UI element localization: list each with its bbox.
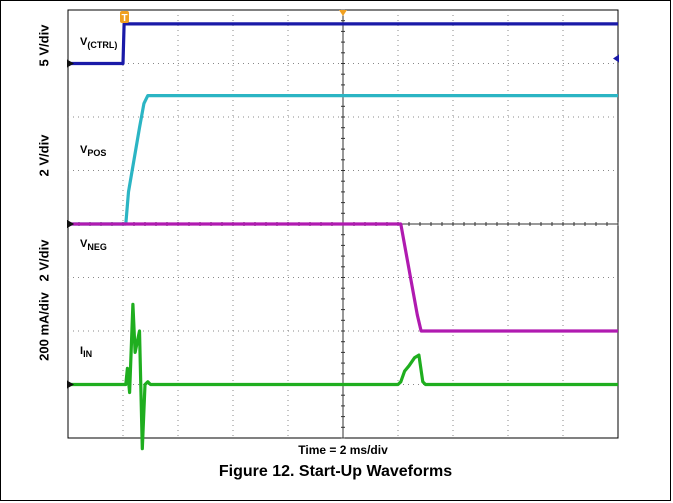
trace-label-pos: VPOS	[80, 144, 107, 158]
trace-label-neg: VNEG	[80, 238, 107, 252]
scale-label-pos: 2 V/div	[36, 134, 52, 177]
trigger-marker-label: T	[121, 13, 127, 24]
scope-markers: T	[67, 10, 619, 389]
trace-ctrl	[68, 22, 618, 66]
trigger-position-marker	[339, 10, 347, 16]
trace-label-ctrl: V(CTRL)	[80, 36, 118, 50]
timebase-label: Time = 2 ms/div	[298, 443, 388, 457]
figure-caption: Figure 12. Start-Up Waveforms	[218, 463, 453, 480]
trace-label-iin: IIN	[80, 345, 93, 359]
trace-iin	[68, 302, 618, 451]
ground-marker-neg	[67, 220, 74, 228]
trigger-marker	[120, 11, 129, 23]
scale-label-iin: 200 mA/div	[36, 292, 52, 361]
trace-pos	[68, 93, 618, 226]
scope-traces	[68, 22, 618, 451]
ground-marker-iin	[67, 380, 74, 389]
trace-neg	[68, 222, 618, 333]
trigger-level-marker	[613, 54, 619, 63]
ground-marker-ctrl	[67, 59, 74, 68]
scale-label-ctrl: 5 V/div	[36, 24, 52, 67]
